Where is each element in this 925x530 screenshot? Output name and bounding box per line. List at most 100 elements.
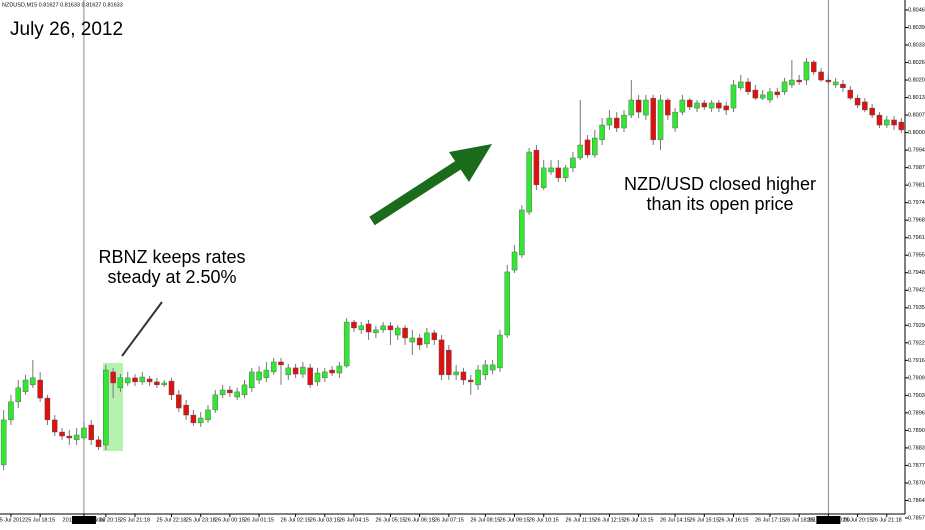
candle-body-up: [759, 94, 766, 99]
x-tick-label: 26 Jul 02:15: [281, 517, 311, 523]
candle-body-up: [738, 81, 744, 89]
candle-body-down: [66, 435, 73, 439]
close-annotation: than its open price: [646, 194, 793, 214]
candle-body-up: [117, 377, 124, 389]
x-tick-label: 26 Jul 15:15: [689, 517, 719, 523]
candle-body-down: [176, 394, 182, 409]
x-tick-label: 2012.07.26 20:00: [807, 517, 850, 523]
x-tick-label: 25 Jul 22:18: [157, 517, 187, 523]
candle-body-down: [227, 389, 233, 394]
x-tick-label: 26 Jul 04:15: [339, 517, 369, 523]
x-tick-label: 26 Jul 09:15: [500, 517, 530, 523]
candle-body-up: [263, 369, 270, 379]
candle-body-down: [132, 377, 138, 383]
candle-body-down: [665, 99, 671, 116]
candle-body-down: [446, 349, 452, 376]
candle-body-down: [190, 414, 197, 424]
candle-body-down: [88, 424, 94, 441]
candle-body-down: [891, 119, 897, 126]
candle-body-up: [73, 434, 80, 441]
candle-body-down: [365, 323, 372, 333]
y-tick-label: 0.78835: [908, 445, 925, 451]
candle-body-down: [745, 81, 751, 93]
y-tick-label: 0.80265: [908, 60, 925, 66]
candle-body-up: [599, 124, 605, 141]
x-tick-label: 25 Jul 18:15: [25, 517, 55, 523]
candle-body-down: [847, 89, 854, 99]
candle-body-down: [44, 397, 51, 421]
candle-body-up: [322, 371, 328, 379]
candle-body-down: [307, 367, 313, 386]
candle-body-up: [373, 329, 379, 334]
candle-body-up: [256, 371, 262, 381]
x-tick-label: 26 Jul 11:15: [565, 517, 595, 523]
candle-body-up: [657, 99, 664, 141]
candle-body-down: [716, 102, 722, 109]
candle-body-down: [154, 381, 160, 386]
candle-body-down: [416, 337, 423, 346]
candle-body-up: [621, 114, 627, 129]
candle-body-up: [548, 167, 554, 173]
candle-body-down: [613, 117, 620, 129]
candle-body-down: [460, 371, 467, 381]
candle-body-up: [124, 377, 131, 384]
candle-body-up: [453, 371, 459, 376]
candle-body-down: [278, 361, 284, 366]
x-tick-label-bg: [71, 516, 96, 524]
y-tick-label: 0.79095: [908, 375, 925, 381]
candle-body-down: [825, 79, 832, 83]
candle-body-up: [241, 384, 248, 396]
candle-body-down: [467, 379, 474, 383]
candle-body-up: [694, 102, 700, 109]
candle-body-down: [854, 97, 861, 106]
x-tick-label: 26 Jul 08:15: [470, 517, 500, 523]
y-tick-label: 0.80395: [908, 25, 925, 31]
x-tick-label: 26 Jul 07:15: [434, 517, 464, 523]
x-tick-label: 26 Jul 01:15: [244, 517, 274, 523]
candle-body-down: [555, 167, 562, 179]
candle-body-up: [679, 99, 686, 113]
y-tick-label: 0.78965: [908, 410, 925, 416]
x-tick-label: 26 Jul 12:15: [594, 517, 624, 523]
candle-body-up: [234, 391, 240, 398]
candle-body-up: [314, 372, 321, 383]
candle-body-up: [475, 369, 481, 386]
x-tick-label: 25 Jul 20:15: [91, 517, 121, 523]
x-tick-label: 26 Jul 17:15: [755, 517, 785, 523]
arrow-shaft: [369, 159, 463, 226]
candle-body-down: [59, 431, 65, 437]
candle-body-up: [628, 99, 635, 116]
candle-body-up: [606, 117, 613, 126]
candle-body-down: [818, 71, 824, 81]
y-tick-label: 0.79745: [908, 200, 925, 206]
candle-body-up: [409, 337, 416, 343]
candle-body-down: [701, 102, 708, 108]
candle-body-up: [103, 369, 109, 446]
candle-body-up: [519, 209, 525, 256]
candle-body-up: [424, 332, 430, 345]
candle-body-down: [110, 371, 116, 384]
candle-body-up: [781, 81, 788, 93]
candle-body-down: [402, 327, 408, 339]
candle-body-down: [533, 149, 540, 186]
arrow-head: [449, 144, 492, 182]
x-tick-label: 26 Jul 14:15: [660, 517, 690, 523]
candle-body-up: [708, 102, 715, 109]
candle-body-up: [577, 144, 583, 159]
y-tick-label: 0.79875: [908, 165, 925, 171]
rbnz-annotation: RBNZ keeps rates: [98, 247, 245, 267]
candle-body-up: [0, 419, 7, 466]
annotation-layer: NZDUSD,M15 0.81627 0.81633 0.81627 0.816…: [0, 0, 906, 515]
candle-body-down: [876, 114, 883, 126]
x-tick-label: 26 Jul 06:15: [405, 517, 435, 523]
